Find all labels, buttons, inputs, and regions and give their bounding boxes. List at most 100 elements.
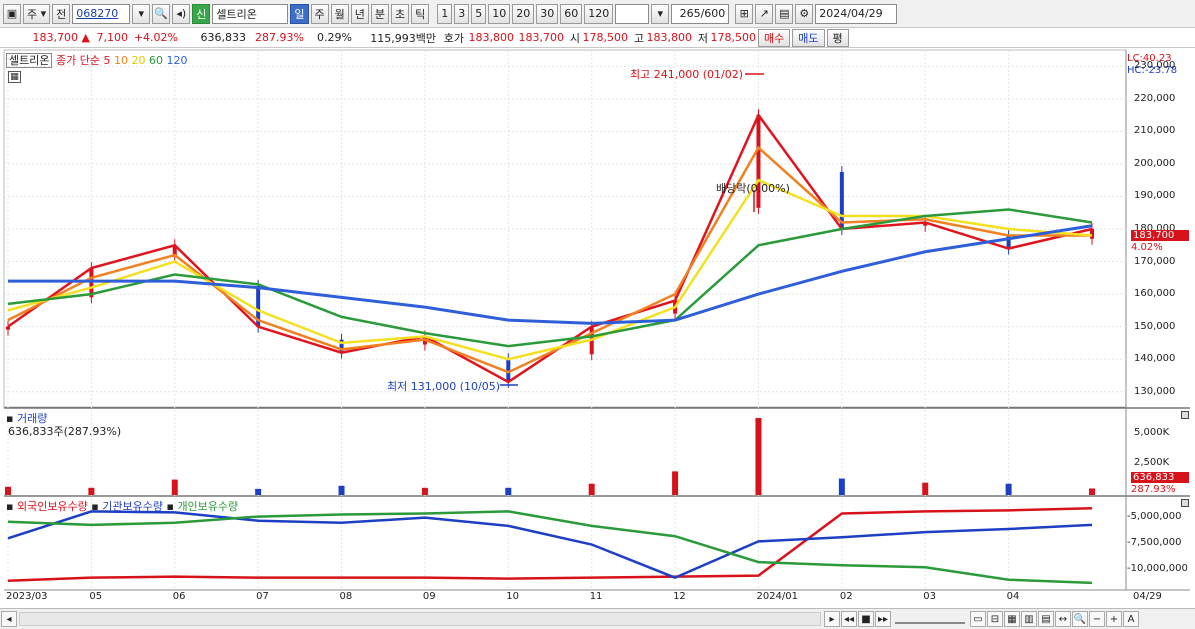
vol-tick-5000k: 5,000K [1134, 427, 1170, 438]
tab-period-year[interactable]: 년 [350, 3, 369, 24]
forward-icon[interactable]: ▸▸ [875, 611, 891, 627]
x-tick-9: 2024/01 [756, 591, 798, 602]
interval-5[interactable]: 5 [471, 3, 487, 24]
x-tick-10: 02 [839, 591, 853, 602]
change-pct: +4.02% [133, 31, 178, 44]
date-field[interactable]: 2024/04/29 [815, 3, 898, 24]
font-icon[interactable]: A [1123, 611, 1139, 627]
volume-bar-12 [1005, 483, 1012, 495]
legend-institution[interactable]: 기관보유수량 [102, 500, 163, 513]
minus-icon[interactable]: − [1089, 611, 1105, 627]
open-label: 시 [569, 31, 580, 45]
volume-close-icon[interactable] [1181, 411, 1189, 419]
y-tick-7: 160,000 [1134, 288, 1176, 300]
volume-bar-9 [755, 418, 762, 495]
plus-icon[interactable]: + [1106, 611, 1122, 627]
stop-icon[interactable]: ■ [858, 611, 874, 627]
volume-bar-5 [421, 487, 428, 495]
x-tick-0: 2023/03 [6, 591, 48, 602]
tab-period-week[interactable]: 주 [310, 3, 329, 24]
sell-button[interactable]: 매도 [792, 28, 825, 47]
candle-1 [89, 268, 94, 298]
legend-ma120[interactable]: 120 [166, 54, 188, 67]
stock-name-field[interactable]: 셀트리온 [212, 3, 289, 24]
interval-20[interactable]: 20 [512, 3, 535, 24]
legend-ma-label[interactable]: 종가 단순 [55, 54, 100, 67]
zoom-slider[interactable] [895, 614, 965, 624]
draw-tool-icon[interactable]: ↗ [755, 3, 774, 24]
legend-ma60[interactable]: 60 [148, 54, 163, 67]
prev-button[interactable]: 전 [52, 3, 71, 24]
period-type-select[interactable]: 주 ▾ [23, 3, 51, 24]
volume-title[interactable]: 거래량 [16, 412, 48, 425]
candle-2 [172, 245, 177, 257]
speaker-icon[interactable]: ◂) [172, 3, 191, 24]
buy-button[interactable]: 매수 [758, 28, 791, 47]
candle-9 [756, 115, 761, 208]
table-icon[interactable]: ▦ [8, 71, 21, 83]
candle-11 [923, 222, 928, 226]
stock-code-input[interactable]: 068270 [72, 3, 131, 24]
eval-button[interactable]: 평 [826, 28, 849, 47]
candle-10 [839, 172, 844, 229]
scroll-track[interactable] [19, 612, 821, 626]
split-icon[interactable]: ⊟ [987, 611, 1003, 627]
vol-tag: 636,833 [1131, 472, 1189, 483]
ma-line-10 [7, 145, 1092, 374]
zoom-fit-icon[interactable]: ↔ [1055, 611, 1071, 627]
legend-foreign[interactable]: 외국인보유수량 [16, 500, 88, 513]
zoom-box-icon[interactable]: ▭ [970, 611, 986, 627]
interval-3[interactable]: 3 [454, 3, 470, 24]
holder-close-icon[interactable] [1181, 499, 1189, 507]
chevron-down-icon[interactable]: ▾ [132, 3, 151, 24]
legend-ma5[interactable]: 5 [103, 54, 111, 67]
holder-legend: ▪ 외국인보유수량 ▪ 기관보유수량 ▪ 개인보유수량 [6, 500, 239, 513]
legend-individual[interactable]: 개인보유수량 [177, 500, 239, 513]
tab-period-minute[interactable]: 분 [370, 3, 390, 24]
chart-tool-icon[interactable]: ⊞ [735, 3, 754, 24]
save-icon[interactable]: ▤ [775, 3, 794, 24]
holder-tick-3: -10,000,000 [1127, 563, 1188, 574]
legend-stock-name[interactable]: 셀트리온 [6, 53, 53, 68]
search-icon[interactable]: 🔍 [152, 3, 171, 24]
interval-120[interactable]: 120 [584, 3, 614, 24]
chart-view-icon[interactable]: ▥ [1021, 611, 1037, 627]
zoom-in-icon[interactable]: 🔍 [1072, 611, 1088, 627]
ask-label: 호가 [443, 31, 464, 45]
vol-tick-2500k: 2,500K [1134, 457, 1170, 468]
hc-value: HC:-23.78 [1127, 65, 1178, 76]
legend-ma10[interactable]: 10 [113, 54, 128, 67]
scroll-left-icon[interactable]: ◂ [1, 611, 17, 627]
volume-bar-8 [672, 471, 679, 495]
gear-icon[interactable]: ⚙ [795, 3, 814, 24]
tab-period-tick[interactable]: 틱 [411, 3, 430, 24]
scroll-right-icon[interactable]: ▸ [824, 611, 840, 627]
legend-ma20[interactable]: 20 [131, 54, 146, 67]
price-value: 183,700 ▲ [32, 31, 90, 44]
interval-60[interactable]: 60 [560, 3, 583, 24]
volume-bar-10 [838, 478, 845, 495]
interval-dropdown-icon[interactable]: ▾ [651, 3, 670, 24]
candle-3 [256, 285, 261, 327]
layout-icon[interactable]: ▣ [3, 3, 21, 24]
y-tick-10: 130,000 [1134, 385, 1176, 397]
rewind-icon[interactable]: ◂◂ [841, 611, 857, 627]
interval-1[interactable]: 1 [437, 3, 453, 24]
y-tick-8: 150,000 [1134, 320, 1176, 332]
tab-period-day[interactable]: 일 [290, 3, 309, 24]
chart-canvas[interactable] [0, 48, 1195, 608]
holder-lines [7, 507, 1093, 585]
grid-view-icon[interactable]: ▦ [1004, 611, 1020, 627]
interval-custom-input[interactable] [615, 3, 650, 24]
volume-bar-0 [5, 486, 11, 495]
interval-10[interactable]: 10 [488, 3, 511, 24]
tab-period-second[interactable]: 초 [391, 3, 410, 24]
interval-30[interactable]: 30 [536, 3, 559, 24]
volume-bar-7 [588, 483, 595, 495]
amount-value: 115,993백만 [370, 31, 436, 45]
count-field[interactable]: 265/600 [671, 3, 730, 24]
list-view-icon[interactable]: ▤ [1038, 611, 1054, 627]
tab-period-month[interactable]: 월 [330, 3, 349, 24]
volume-bar-11 [922, 482, 929, 495]
volume-bar-6 [505, 487, 512, 495]
